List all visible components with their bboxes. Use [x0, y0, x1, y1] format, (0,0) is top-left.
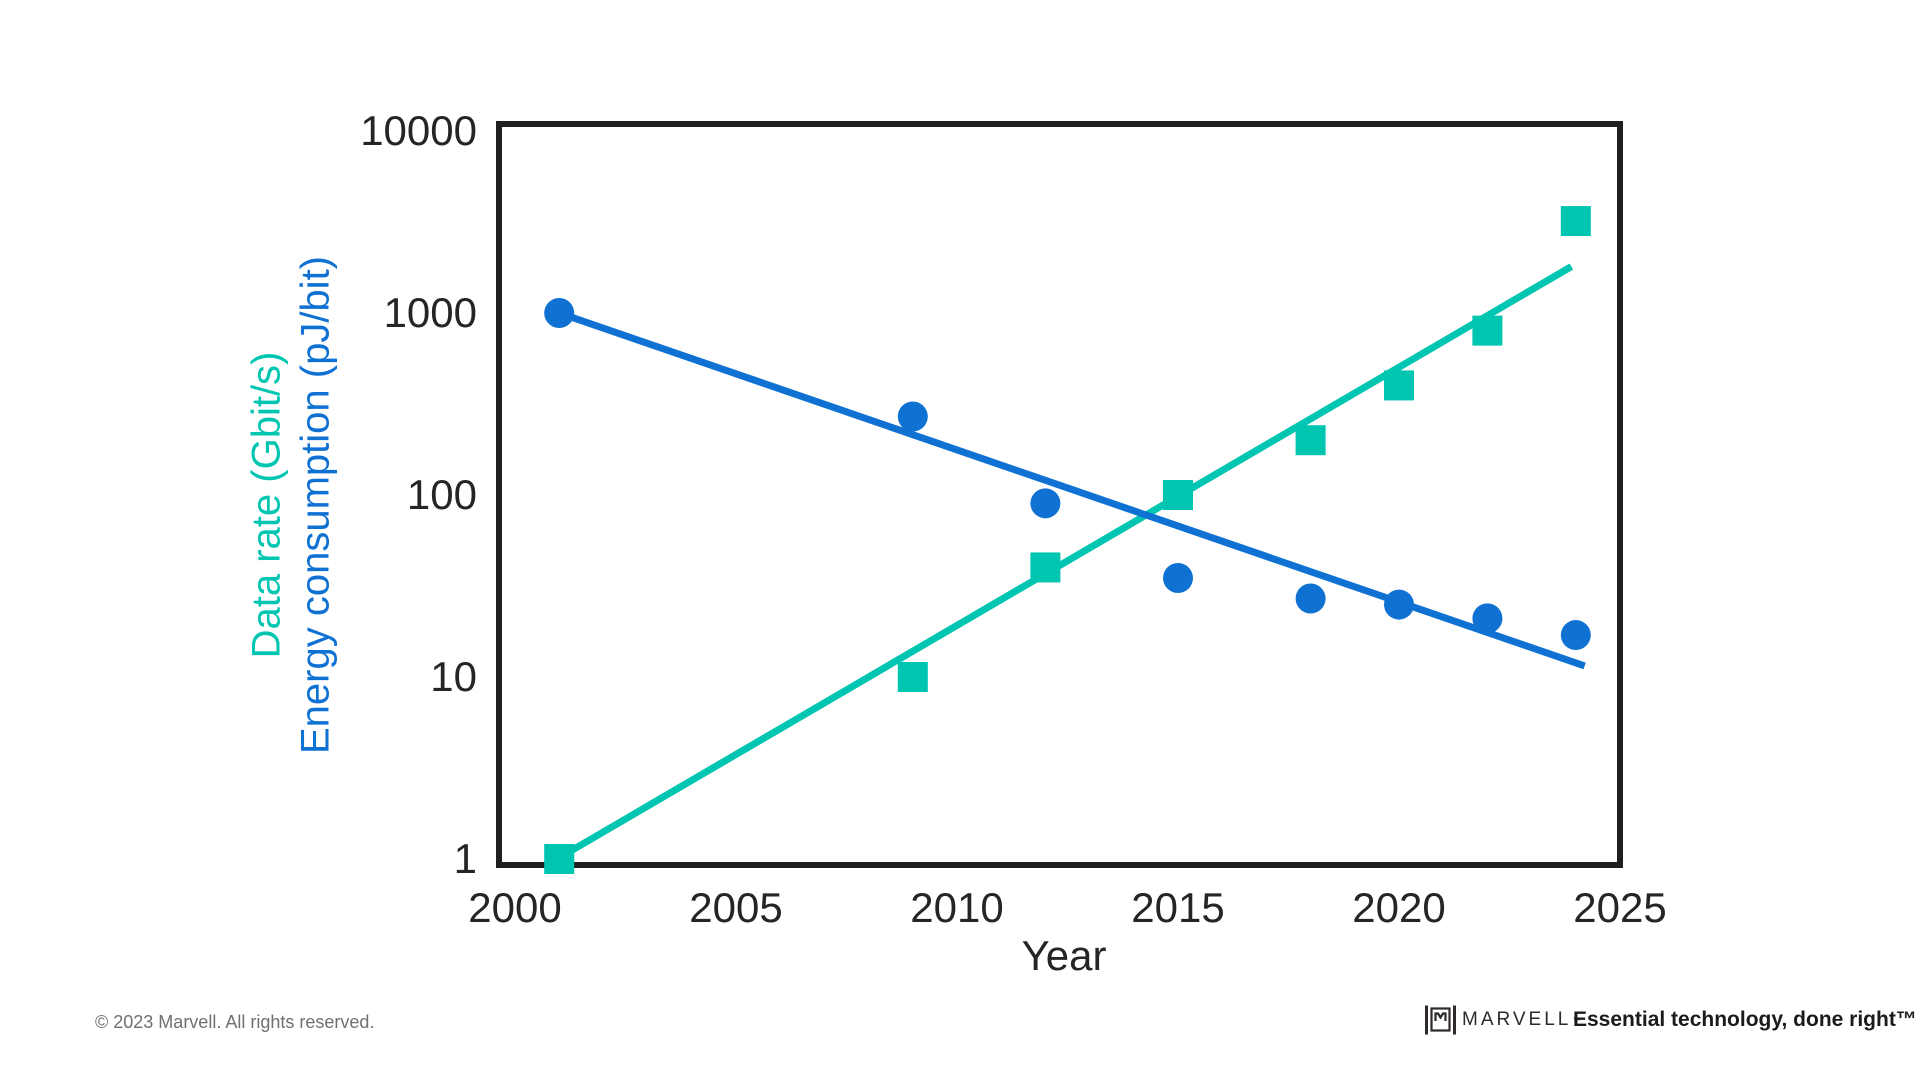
data-point-square: [1163, 480, 1193, 510]
data-point-square: [1560, 206, 1591, 237]
data-point-square: [1472, 315, 1503, 346]
data-point-circle: [1384, 589, 1414, 620]
data-point-square: [1384, 370, 1414, 401]
data-point-circle: [1163, 562, 1193, 593]
data-point-square: [897, 662, 928, 692]
marvell-logo-icon: [1425, 1005, 1456, 1035]
x-axis-title: Year: [1021, 932, 1107, 979]
data-point-square: [1030, 552, 1061, 583]
y-tick-label: 10: [430, 653, 477, 700]
plot-area: [496, 121, 1623, 874]
y-tick-label: 100: [406, 471, 477, 518]
brand-tagline: Essential technology, done right™: [1573, 1008, 1917, 1031]
x-tick-label: 2010: [910, 884, 1004, 931]
x-tick-label: 2000: [468, 884, 562, 931]
plot-svg: [544, 206, 1591, 874]
data-point-circle: [1472, 603, 1503, 634]
data-point-circle: [544, 298, 575, 328]
data-point-circle: [1560, 620, 1591, 651]
x-tick-label: 2015: [1131, 884, 1225, 931]
data-point-circle: [1030, 488, 1061, 519]
data-point-circle: [1295, 583, 1326, 614]
brand-lockup: MARVELL ™: [1425, 1003, 1580, 1037]
data-point-circle: [897, 401, 928, 432]
data-point-square: [1295, 425, 1326, 456]
brand-trademark: ™: [1572, 1015, 1581, 1025]
x-tick-label: 2005: [689, 884, 783, 931]
trend-line: [561, 263, 1574, 859]
y-tick-label: 1000: [383, 289, 477, 336]
y-tick-label: 1: [453, 835, 477, 882]
copyright: © 2023 Marvell. All rights reserved.: [95, 1012, 375, 1032]
trend-line: [555, 308, 1586, 670]
brand-wordmark: MARVELL: [1462, 1009, 1572, 1030]
x-tick-label: 2020: [1352, 884, 1446, 931]
y-tick-label: 10000: [360, 107, 477, 154]
x-tick-label: 2025: [1573, 884, 1667, 931]
data-point-square: [544, 844, 575, 874]
